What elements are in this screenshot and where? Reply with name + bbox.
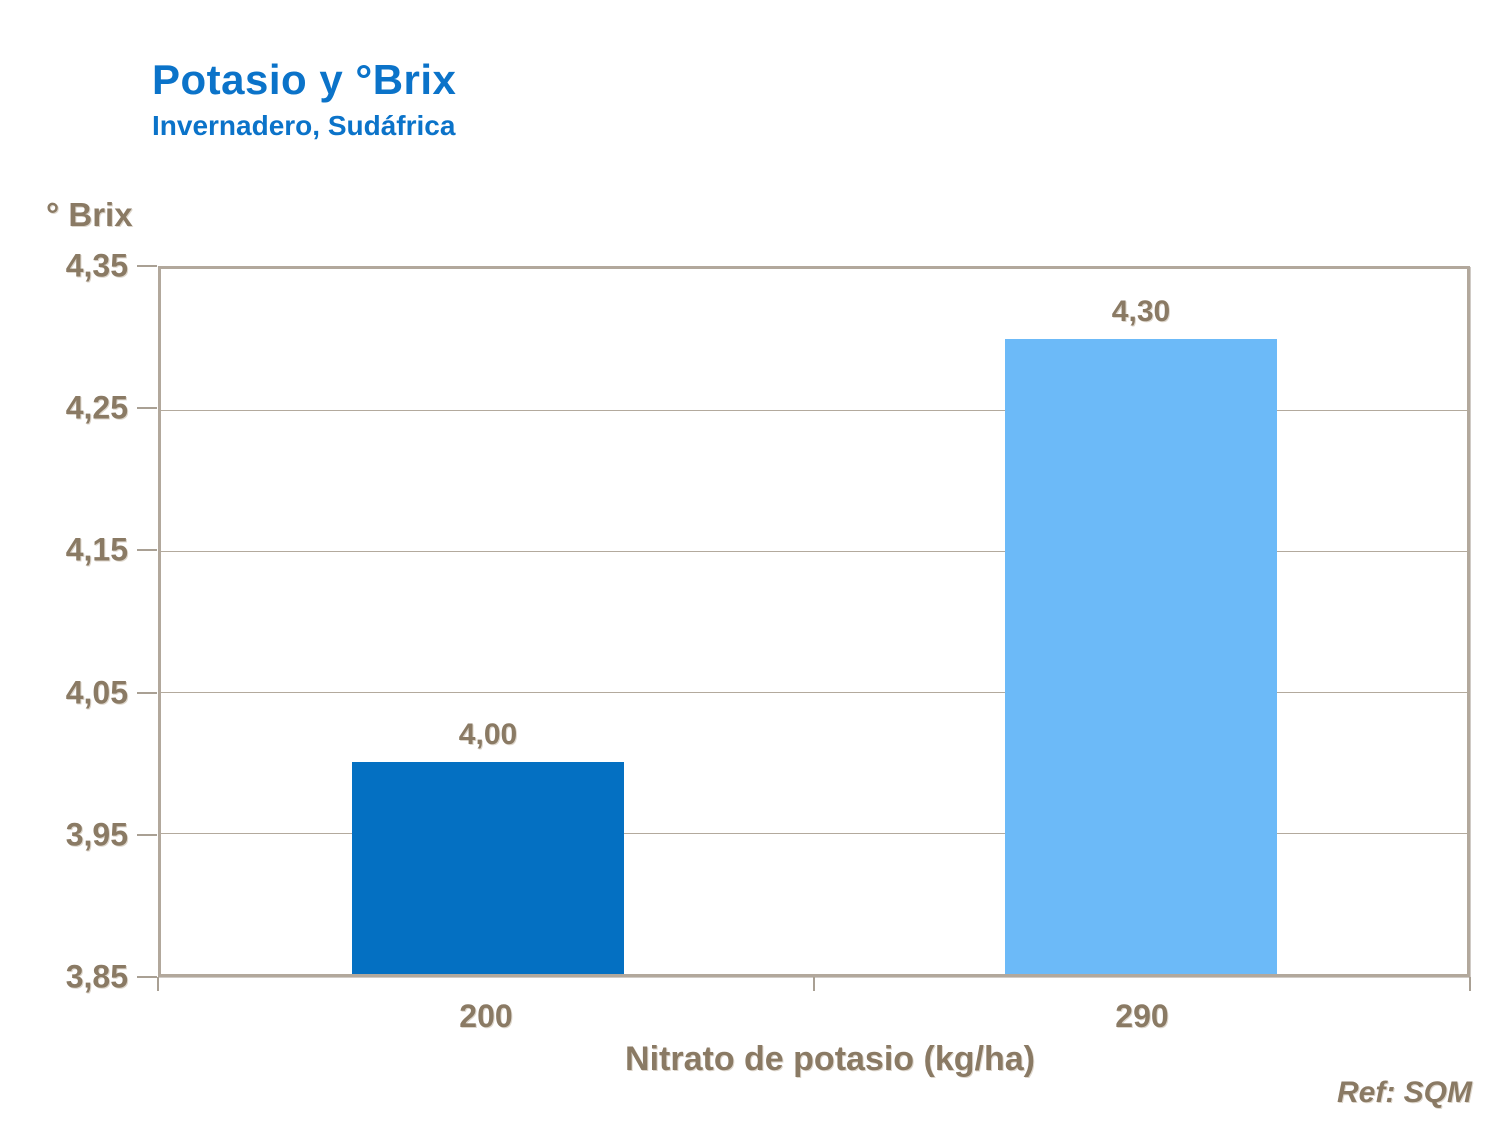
reference-note: Ref: SQM [1337, 1076, 1472, 1109]
x-axis-title: Nitrato de potasio (kg/ha) [625, 1040, 1035, 1078]
plot-area: 4,00 4,30 [158, 266, 1470, 977]
bar-290 [1005, 339, 1277, 974]
y-axis-tick-label: 3,85 [65, 958, 128, 995]
y-axis-tick-label: 4,35 [65, 247, 128, 284]
y-axis-tick-mark [137, 976, 157, 978]
x-axis-tick-mark [813, 977, 815, 991]
gridline [161, 410, 1467, 411]
y-axis-tick-mark [137, 265, 157, 267]
y-axis-tick-mark [137, 834, 157, 836]
bar-value-label: 4,00 [458, 718, 518, 751]
chart-title: Potasio y °Brix [152, 56, 457, 103]
bar-200 [352, 762, 624, 974]
gridline [161, 833, 1467, 834]
y-axis-tick-label: 4,25 [65, 389, 128, 426]
gridline [161, 551, 1467, 552]
plot-inner: 4,00 4,30 [161, 269, 1467, 974]
y-axis-tick-mark [137, 407, 157, 409]
x-axis-category-label: 290 [1115, 998, 1169, 1034]
y-axis-tick-label: 4,15 [65, 531, 128, 568]
y-axis-tick-mark [137, 549, 157, 551]
y-axis-tick-label: 3,95 [65, 816, 128, 853]
x-axis-category-label: 200 [459, 998, 513, 1034]
bar-value-label: 4,30 [1111, 295, 1171, 328]
chart-subtitle: Invernadero, Sudáfrica [152, 110, 456, 141]
x-axis-tick-mark [157, 977, 159, 991]
y-axis-tick-label: 4,05 [65, 674, 128, 711]
gridline [161, 692, 1467, 693]
y-axis-tick-mark [137, 692, 157, 694]
y-axis-title: ° Brix [46, 196, 133, 233]
x-axis-tick-mark [1469, 977, 1471, 991]
